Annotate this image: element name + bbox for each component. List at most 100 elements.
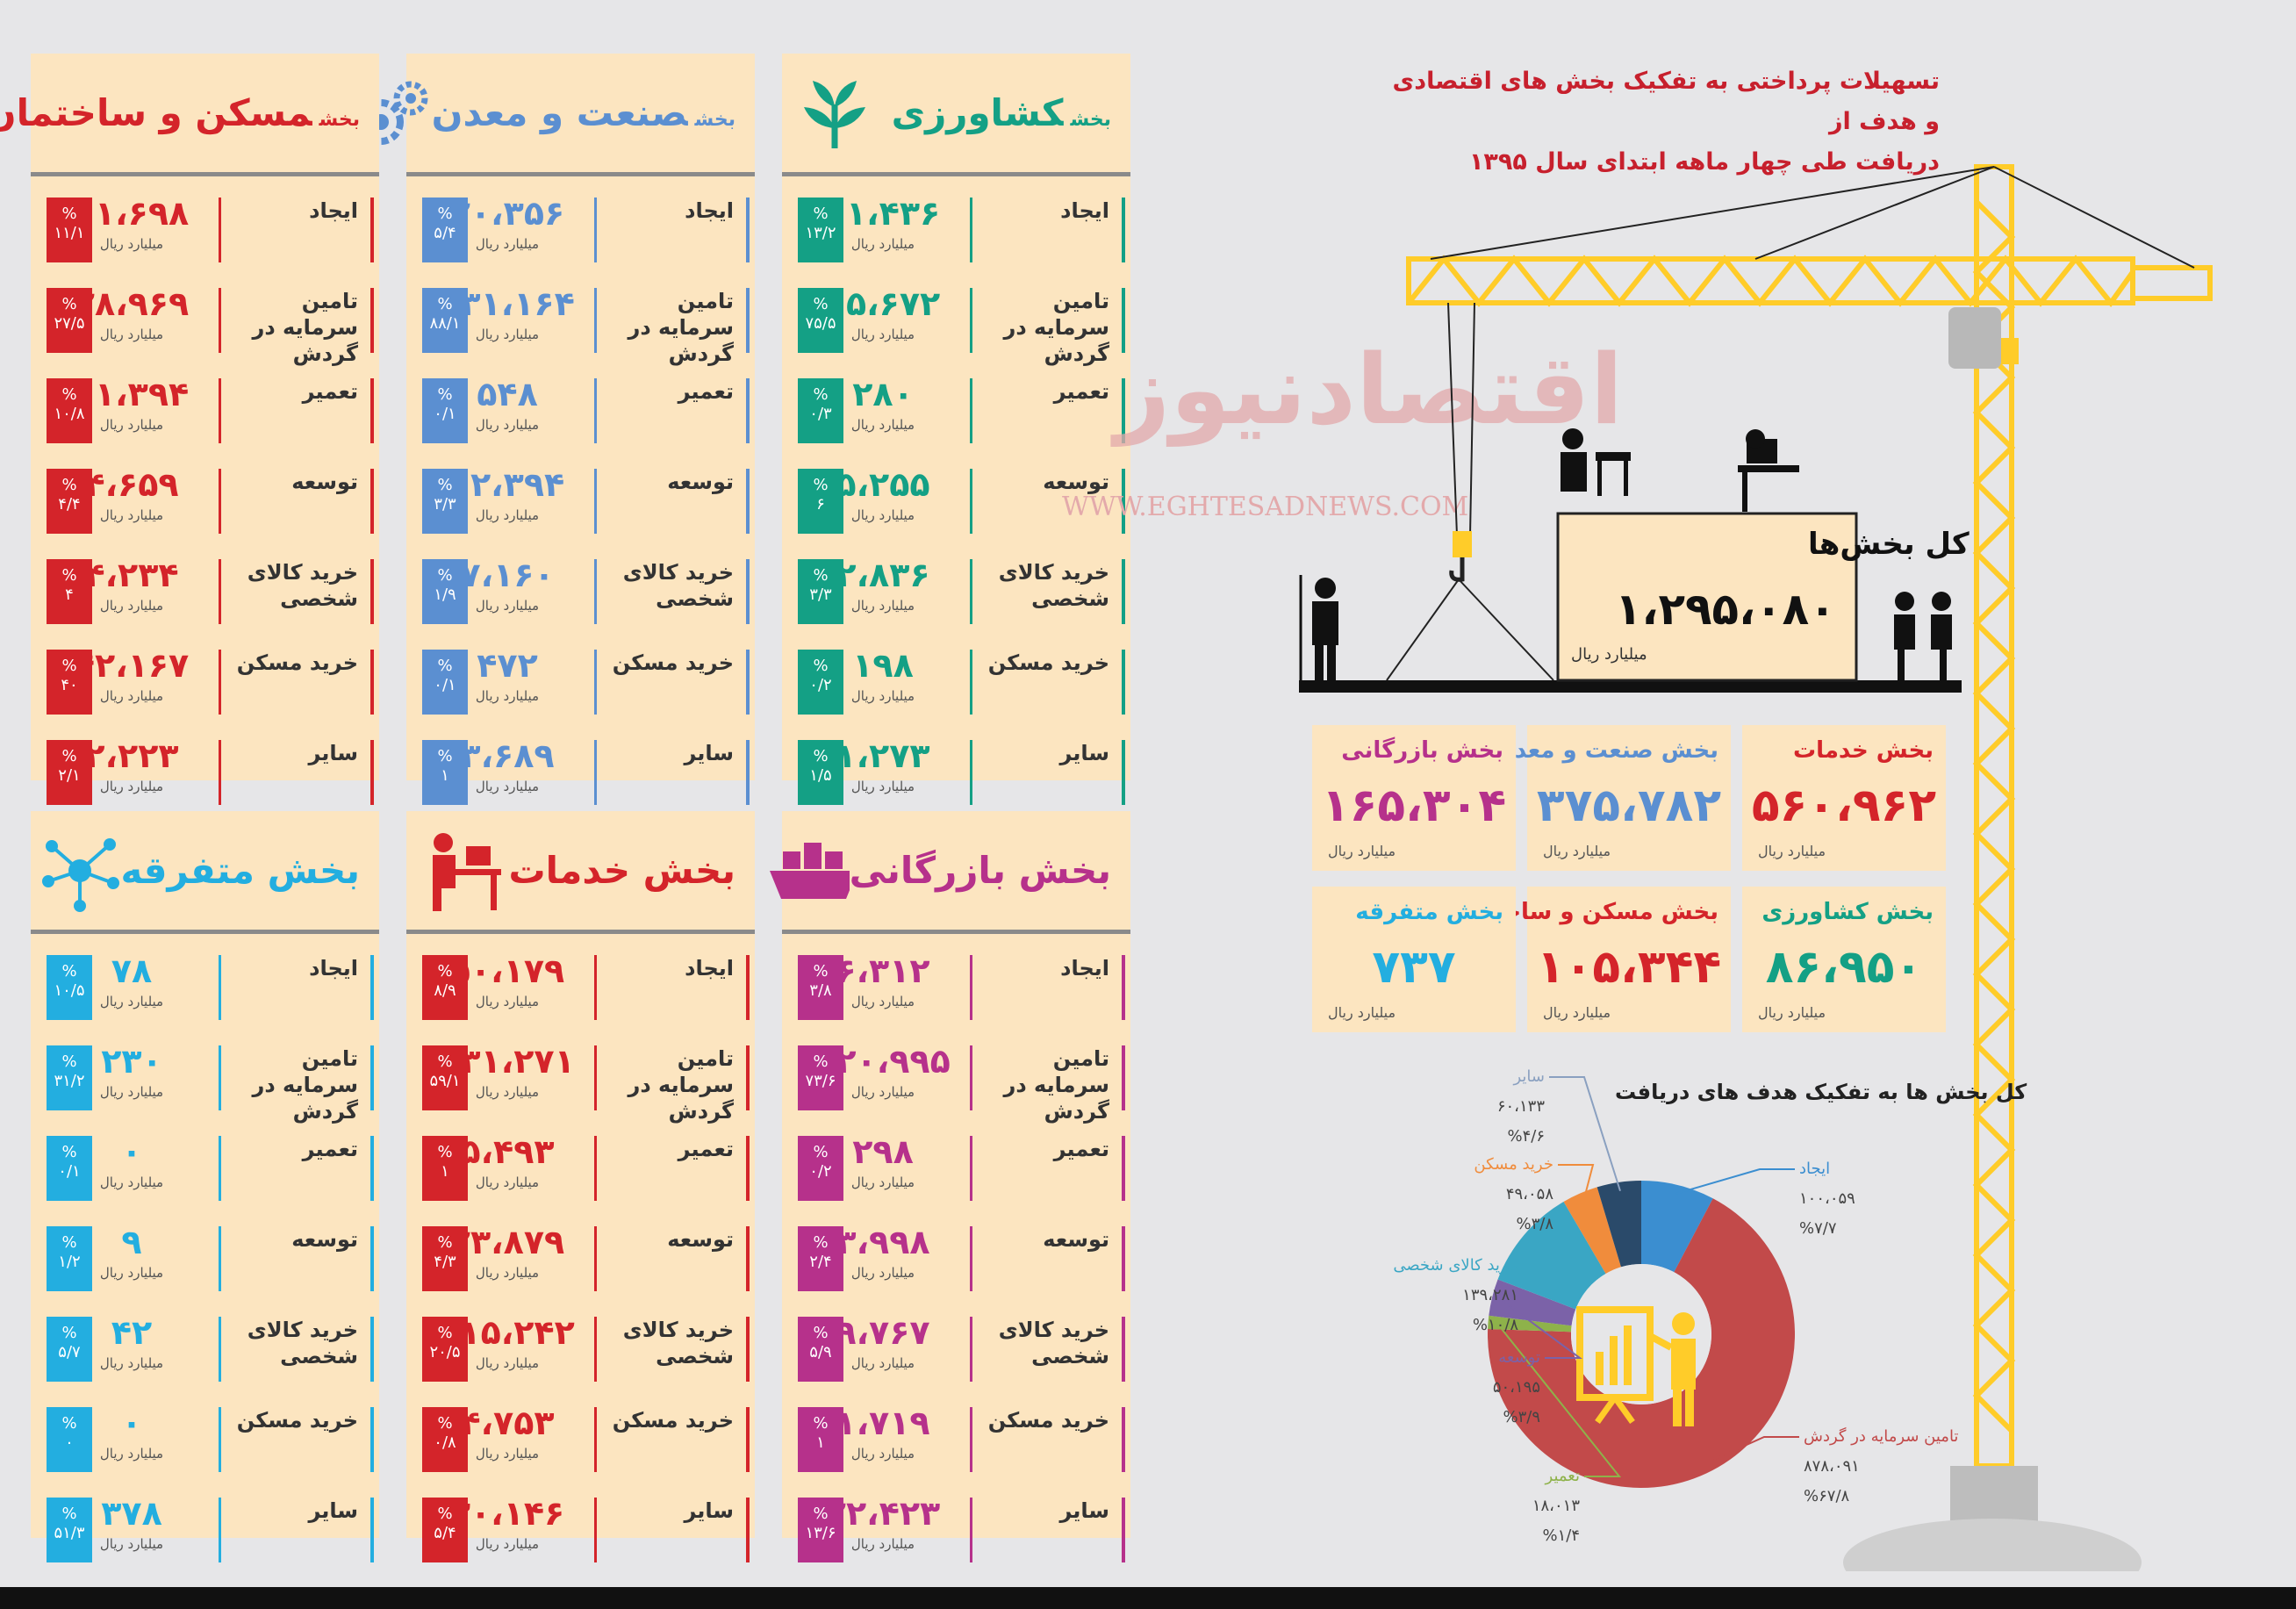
card-title-name: بخش بازرگانی: [849, 849, 1111, 892]
row-label: ایجاد: [685, 198, 734, 223]
legend-percent: %۱۰/۸: [1472, 1316, 1518, 1334]
row-accent: [1122, 1045, 1125, 1110]
percent-sign: %: [437, 385, 453, 404]
row-accent: [1122, 559, 1125, 624]
percent-sign: %: [437, 1233, 453, 1252]
card-row: سایر ۳،۶۸۹ میلیارد ریال% ۱: [406, 728, 755, 819]
row-accent: [1122, 1317, 1125, 1382]
row-value: ۱۱،۳۹۴: [74, 375, 190, 413]
row-divider: [594, 650, 597, 715]
percent-value: ۴/۴: [58, 495, 81, 514]
row-label: سایر: [684, 741, 734, 765]
row-percent-badge: % ۳/۸: [798, 955, 843, 1020]
leader-line: [1675, 1168, 1795, 1195]
row-unit: میلیارد ریال: [475, 1265, 540, 1281]
row-accent: [1122, 1136, 1125, 1201]
row-percent-badge: % ۵۹/۱: [422, 1045, 468, 1110]
card-title-name: کشاورزی: [891, 91, 1064, 134]
row-divider: [594, 955, 597, 1020]
row-percent-badge: % ۷۵/۵: [798, 288, 843, 353]
legend-تامین سرمایه در گردش: تامین سرمایه در گردش ۸۷۸،۰۹۱ %۶۷/۸: [1804, 1422, 1979, 1512]
legend-percent: %۶۷/۸: [1804, 1487, 1850, 1505]
summary-box: بخش متفرقه ۷۳۷ میلیارد ریال: [1312, 887, 1516, 1032]
percent-sign: %: [813, 1233, 829, 1252]
row-label: توسعه: [1043, 470, 1109, 494]
row-accent: [746, 740, 750, 805]
card-title: بخش صنعت و معدن: [432, 91, 735, 134]
summary-box: بخش خدمات ۵۶۰،۹۶۲ میلیارد ریال: [1742, 725, 1946, 871]
row-accent: [1122, 955, 1125, 1020]
row-accent: [370, 1226, 374, 1291]
percent-sign: %: [61, 295, 77, 313]
card-title-name: مسکن و ساختمان: [0, 91, 312, 134]
percent-sign: %: [61, 1233, 77, 1252]
row-unit: میلیارد ریال: [850, 1084, 915, 1100]
row-accent: [746, 1045, 750, 1110]
row-unit: میلیارد ریال: [475, 688, 540, 704]
row-divider: [970, 378, 972, 443]
legend-تعمیر: تعمیر ۱۸،۰۱۳ %۱/۴: [1404, 1462, 1580, 1551]
row-value: ۲۸۰: [852, 375, 914, 413]
row-percent-badge: % ۰/۱: [422, 650, 468, 715]
row-label: توسعه: [291, 1227, 358, 1252]
leader-line: [1496, 1322, 1622, 1477]
percent-sign: %: [813, 385, 829, 404]
card-row: خرید مسکن ۱۹۸ میلیارد ریال% ۰/۲: [782, 637, 1130, 729]
card-row: تعمیر ۲۹۸ میلیارد ریال% ۰/۲: [782, 1124, 1130, 1215]
row-accent: [370, 288, 374, 353]
row-value: ۲۳،۸۷۹: [449, 1223, 565, 1261]
row-divider: [970, 469, 972, 534]
row-label: تامین سرمایه در گردش: [252, 1046, 358, 1124]
percent-sign: %: [437, 1052, 453, 1071]
row-percent-badge: % ۰: [47, 1407, 92, 1472]
percent-value: ۰/۱: [58, 1162, 81, 1181]
row-unit: میلیارد ریال: [850, 417, 915, 433]
row-percent-badge: % ۵/۹: [798, 1317, 843, 1382]
row-value: ۴۷۲: [477, 646, 538, 685]
leader-line: [1558, 1164, 1595, 1202]
row-label: تامین سرمایه در گردش: [628, 289, 734, 366]
row-value: ۷،۱۶۰: [460, 556, 555, 594]
row-divider: [594, 1136, 597, 1201]
row-divider: [970, 1136, 972, 1201]
card-row: ایجاد ۲۰،۳۵۶ میلیارد ریال% ۵/۴: [406, 185, 755, 277]
row-value: ۲،۲۲۳: [84, 736, 179, 775]
percent-value: ۲/۴: [809, 1253, 832, 1271]
percent-sign: %: [61, 1143, 77, 1161]
row-divider: [970, 288, 972, 353]
row-value: ۲،۸۳۶: [836, 556, 930, 594]
card-header: بخش صنعت و معدن: [357, 54, 755, 176]
row-value: ۲۲،۴۲۳: [825, 1494, 941, 1533]
leader-line: [1713, 1436, 1799, 1461]
presenter-icon: [1576, 1306, 1696, 1426]
card-title: بخش بازرگانی: [850, 849, 1111, 892]
row-accent: [370, 650, 374, 715]
row-accent: [370, 1498, 374, 1562]
percent-value: ۲۰/۵: [429, 1343, 461, 1361]
row-percent-badge: % ۴/۳: [422, 1226, 468, 1291]
hook-cables: [1386, 302, 1554, 681]
percent-sign: %: [813, 1052, 829, 1071]
row-label: خرید کالای شخصی: [622, 560, 734, 611]
row-accent: [746, 955, 750, 1020]
slice-خرید مسکن: [1563, 1187, 1621, 1274]
percent-sign: %: [61, 385, 77, 404]
percent-value: ۷۵/۵: [805, 314, 836, 333]
percent-value: ۵۹/۱: [429, 1072, 461, 1090]
row-value: ۶،۳۱۲: [836, 952, 930, 990]
legend-label: توسعه: [1498, 1348, 1540, 1367]
row-divider: [594, 378, 597, 443]
row-value: ۲۰،۳۵۶: [449, 194, 565, 233]
percent-value: ۶: [816, 495, 825, 514]
total-box: [1556, 512, 1858, 682]
row-label: خرید کالای شخصی: [998, 560, 1109, 611]
percent-value: ۵۱/۳: [54, 1524, 85, 1542]
row-accent: [370, 1317, 374, 1382]
percent-sign: %: [437, 476, 453, 494]
legend-توسعه: توسعه ۵۰،۱۹۵ %۳/۹: [1365, 1343, 1540, 1433]
row-unit: میلیارد ریال: [475, 236, 540, 252]
card-title: بخش کشاورزی: [892, 91, 1111, 134]
row-percent-badge: % ۲/۴: [798, 1226, 843, 1291]
row-label: تامین سرمایه در گردش: [1003, 289, 1109, 366]
row-label: تعمیر: [302, 379, 358, 404]
